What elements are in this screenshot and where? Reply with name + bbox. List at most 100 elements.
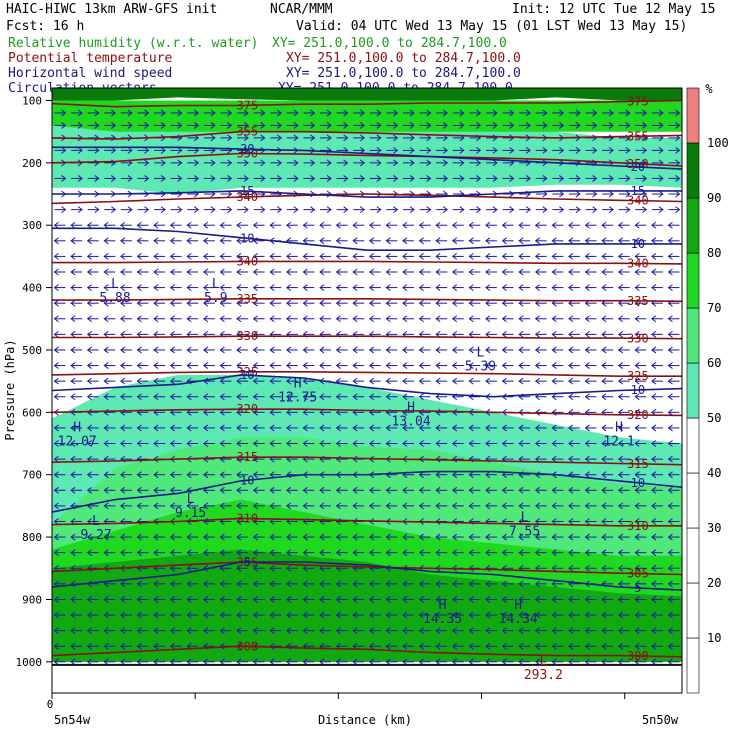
wind-vector-head (86, 471, 92, 479)
wind-vector (285, 486, 298, 494)
wind-vector (468, 346, 481, 354)
wind-vector-head (169, 362, 175, 369)
wind-vector-head (70, 533, 76, 541)
wind-vector (335, 299, 348, 307)
wind-vector-head (568, 393, 574, 401)
wind-vector-head (236, 564, 242, 572)
wind-vector-head (153, 377, 159, 385)
wind-vector (402, 146, 415, 154)
wind-vector (618, 206, 631, 214)
wind-vector (617, 502, 630, 510)
wind-vector-head (501, 549, 507, 557)
y-axis-label: Pressure (hPa) (3, 339, 17, 440)
wind-vector-head (343, 109, 349, 117)
wind-vector-head (651, 580, 657, 588)
wind-vector-head (136, 330, 142, 338)
wind-vector-head (61, 122, 67, 129)
wind-vector (485, 221, 497, 229)
wind-vector-head (169, 393, 175, 401)
wind-vector-head (302, 564, 308, 572)
wind-vector (667, 642, 680, 650)
wind-vector (103, 549, 116, 557)
extremum-marker: L (521, 511, 529, 526)
wind-vector (136, 549, 149, 557)
wind-vector (668, 146, 681, 154)
wind-vector (53, 549, 66, 557)
extremum-marker: L (212, 277, 220, 292)
theta-contour-label: 300 (627, 649, 649, 663)
wind-vector (634, 330, 647, 338)
wind-vector-head (219, 440, 225, 447)
wind-vector (285, 408, 298, 416)
wind-vector (551, 362, 564, 369)
wind-vector-head (501, 237, 507, 245)
wind-vector (667, 486, 680, 494)
wind-vector-head (335, 549, 341, 557)
wind-vector-head (534, 268, 541, 276)
wind-vector (252, 377, 265, 385)
colorbar-tick-label: 70 (707, 301, 721, 315)
wind-vector-head (153, 627, 159, 635)
wind-vector-head (402, 627, 408, 635)
wind-vector (120, 253, 132, 260)
wind-vector (535, 122, 548, 129)
wind-vector (203, 134, 216, 142)
wind-vector-head (435, 596, 441, 603)
wind-vector-head (352, 424, 358, 432)
wind-vector (302, 580, 315, 588)
wind-vector-head (468, 362, 474, 369)
wind-vector (385, 315, 398, 323)
x-axis (51, 693, 626, 699)
wind-vector (103, 596, 116, 603)
wind-vector (237, 159, 249, 167)
wind-vector (617, 486, 630, 494)
wind-vector (668, 159, 681, 167)
wind-vector (651, 268, 663, 276)
wind-vector-head (651, 315, 657, 323)
theta-contour-label: 375 (627, 94, 649, 108)
wind-vector-head (53, 299, 59, 307)
wind-vector (602, 190, 614, 198)
wind-vector-head (667, 221, 673, 229)
wind-vector-head (492, 175, 498, 182)
theta-contour (52, 371, 682, 377)
wind-vector (534, 611, 547, 619)
wind-vector (436, 206, 449, 214)
header-init: Init: 12 UTC Tue 12 May 15 (512, 2, 716, 17)
wind-vector (634, 253, 647, 260)
wind-vector (169, 393, 182, 401)
wind-vector-head (451, 518, 458, 525)
wind-vector-head (634, 362, 640, 369)
wind-vector (219, 237, 232, 245)
wind-vector (468, 284, 481, 291)
wind-vector-head (285, 627, 292, 635)
wind-vector (285, 221, 298, 229)
wind-vector-head (144, 206, 150, 214)
wind-vector (385, 486, 398, 494)
wind-vector-head (219, 268, 225, 276)
wind-vector (170, 206, 183, 214)
wind-vector (601, 533, 614, 541)
wind-vector-head (53, 362, 59, 369)
wind-vector-head (385, 377, 391, 385)
wind-vector (601, 596, 614, 603)
wind-vector-head (651, 564, 657, 572)
wind-vector (552, 109, 565, 117)
wind-vector-head (236, 518, 242, 525)
wind-vector (518, 502, 531, 510)
wind-vector (468, 315, 481, 323)
wind-vector (468, 268, 481, 276)
wind-vector-head (625, 206, 631, 214)
wind-vector (120, 122, 133, 129)
wind-vector (53, 533, 66, 541)
wind-vector (584, 455, 597, 463)
wind-vector-head (120, 330, 126, 338)
wind-vector-head (94, 206, 100, 214)
wind-vector-head (542, 206, 548, 214)
wind-vector-head (86, 237, 92, 245)
wind-vector (70, 393, 83, 401)
wind-vector-head (667, 253, 673, 260)
wind-vector (435, 611, 448, 619)
wind-vector-head (584, 268, 590, 276)
wind-vector (485, 268, 497, 276)
